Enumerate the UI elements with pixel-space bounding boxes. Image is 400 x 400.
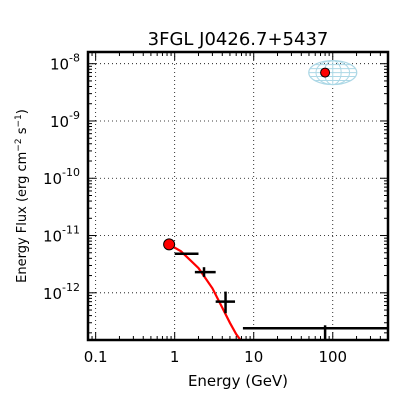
y-tick-base: 10 bbox=[43, 228, 62, 246]
localization-ellipse bbox=[308, 59, 358, 86]
axis-ticks bbox=[87, 52, 389, 340]
y-axis-label-end: ) bbox=[15, 109, 30, 114]
y-axis-label-sup2: −1 bbox=[14, 114, 24, 127]
y-tick-label: 10-12 bbox=[43, 281, 80, 303]
y-tick-exponent: -12 bbox=[62, 281, 80, 294]
marker-point bbox=[163, 238, 176, 251]
y-tick-exponent: -8 bbox=[69, 52, 80, 65]
y-tick-exponent: -11 bbox=[62, 224, 80, 237]
y-tick-label: 10-8 bbox=[50, 52, 80, 74]
series-layer bbox=[163, 67, 388, 341]
x-axis-label: Energy (GeV) bbox=[188, 372, 288, 390]
x-tick-label: 10 bbox=[244, 348, 263, 366]
y-tick-base: 10 bbox=[50, 113, 69, 131]
x-tick-label: 0.1 bbox=[84, 348, 108, 366]
x-tick-label: 100 bbox=[318, 348, 347, 366]
y-tick-base: 10 bbox=[43, 170, 62, 188]
marker-point bbox=[320, 67, 331, 78]
y-axis-label: Energy Flux (erg cm−2 s−1) bbox=[14, 109, 30, 283]
x-tick-labels: 0.1 1 10 100 bbox=[84, 348, 347, 366]
y-tick-label: 10-11 bbox=[43, 224, 80, 246]
chart-title: 3FGL J0426.7+5437 bbox=[148, 29, 329, 50]
y-tick-label: 10-9 bbox=[50, 109, 80, 131]
y-tick-label: 10-10 bbox=[43, 166, 80, 188]
y-axis-label-sup1: −2 bbox=[14, 138, 24, 151]
y-tick-base: 10 bbox=[43, 285, 62, 303]
plot-frame bbox=[86, 50, 390, 342]
y-tick-exponent: -9 bbox=[69, 109, 80, 122]
y-tick-base: 10 bbox=[50, 56, 69, 74]
y-axis-label-mid: s bbox=[15, 127, 30, 138]
model-curve bbox=[168, 243, 242, 341]
grid bbox=[88, 52, 388, 340]
x-tick-label: 1 bbox=[170, 348, 180, 366]
y-axis-label-main: Energy Flux (erg cm bbox=[15, 152, 30, 283]
y-tick-exponent: -10 bbox=[62, 166, 80, 179]
